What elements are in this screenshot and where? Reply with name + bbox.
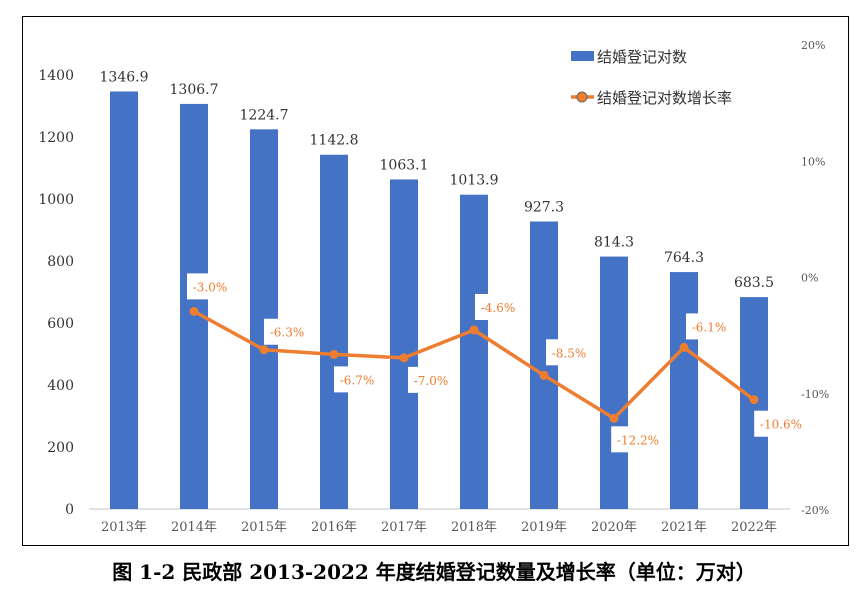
figure-caption: 图 1-2 民政部 2013-2022 年度结婚登记数量及增长率（单位：万对） <box>112 560 756 584</box>
y-left-tick: 800 <box>47 254 74 270</box>
y-right-tick: -10% <box>801 388 829 401</box>
bar-label: 1013.9 <box>450 173 499 189</box>
bar <box>390 179 418 509</box>
growth-label-bg <box>187 273 233 300</box>
growth-point <box>469 325 479 335</box>
growth-label-bg <box>475 293 521 320</box>
x-tick: 2016年 <box>311 520 357 535</box>
bar-label: 1063.1 <box>380 157 429 173</box>
x-tick: 2022年 <box>731 520 777 535</box>
growth-label-bg <box>334 366 380 393</box>
x-tick: 2019年 <box>521 520 567 535</box>
x-tick: 2020年 <box>591 520 637 535</box>
chart-frame <box>22 16 849 546</box>
x-tick: 2013年 <box>101 520 147 535</box>
y-left-tick: 1000 <box>38 192 74 208</box>
legend-line-label: 结婚登记对数增长率 <box>597 89 732 107</box>
growth-label: -8.5% <box>552 346 587 360</box>
x-tick: 2015年 <box>241 520 287 535</box>
y-left-tick: 0 <box>65 502 74 518</box>
growth-label-bg <box>264 318 310 345</box>
growth-label: -6.7% <box>340 373 375 387</box>
y-left-tick: 400 <box>47 378 74 394</box>
y-right-tick: 20% <box>801 39 825 52</box>
growth-point <box>329 349 339 359</box>
bar <box>460 194 488 510</box>
y-left-tick: 1200 <box>38 130 74 146</box>
growth-label-bg <box>546 339 592 366</box>
growth-point <box>749 395 759 405</box>
growth-label: -6.3% <box>270 326 305 340</box>
growth-label: -3.0% <box>193 280 228 294</box>
growth-label: -4.6% <box>481 301 516 315</box>
bar-label: 1346.9 <box>100 69 149 85</box>
legend-bar-swatch <box>571 51 594 61</box>
growth-point <box>679 342 689 352</box>
growth-label: -10.6% <box>760 418 802 432</box>
y-left-tick: 600 <box>47 316 74 332</box>
bar-label: 683.5 <box>734 275 774 291</box>
growth-point <box>609 413 619 423</box>
bar-label: 1224.7 <box>240 107 289 123</box>
growth-label-bg <box>754 410 808 437</box>
bar <box>670 272 698 509</box>
x-tick: 2017年 <box>381 520 427 535</box>
bar <box>320 154 348 509</box>
bar-label: 927.3 <box>524 200 564 216</box>
bar-label: 1306.7 <box>170 82 219 98</box>
y-right-tick: 10% <box>801 155 825 168</box>
y-left-tick: 200 <box>47 440 74 456</box>
y-left-tick: 1400 <box>38 68 74 84</box>
x-tick: 2021年 <box>661 520 707 535</box>
legend-line-marker <box>576 91 588 103</box>
x-tick: 2018年 <box>451 520 497 535</box>
growth-point <box>189 306 199 316</box>
growth-label-bg <box>686 313 732 340</box>
x-tick: 2014年 <box>171 520 217 535</box>
growth-label-bg <box>408 366 454 393</box>
growth-label: -6.1% <box>692 320 727 334</box>
growth-label: -12.2% <box>617 433 659 447</box>
growth-point <box>539 370 549 380</box>
growth-label-bg <box>611 426 665 453</box>
growth-point <box>399 353 409 363</box>
y-right-tick: -20% <box>801 504 829 517</box>
legend-bar-label: 结婚登记对数 <box>597 48 687 66</box>
bar-label: 1142.8 <box>310 133 359 149</box>
bar-label: 764.3 <box>664 250 704 266</box>
growth-point <box>259 345 269 355</box>
bar-label: 814.3 <box>594 235 634 251</box>
bar <box>600 256 628 509</box>
growth-label: -7.0% <box>414 374 449 388</box>
bar <box>180 103 208 509</box>
y-right-tick: 0% <box>801 272 818 285</box>
bar <box>110 91 138 509</box>
